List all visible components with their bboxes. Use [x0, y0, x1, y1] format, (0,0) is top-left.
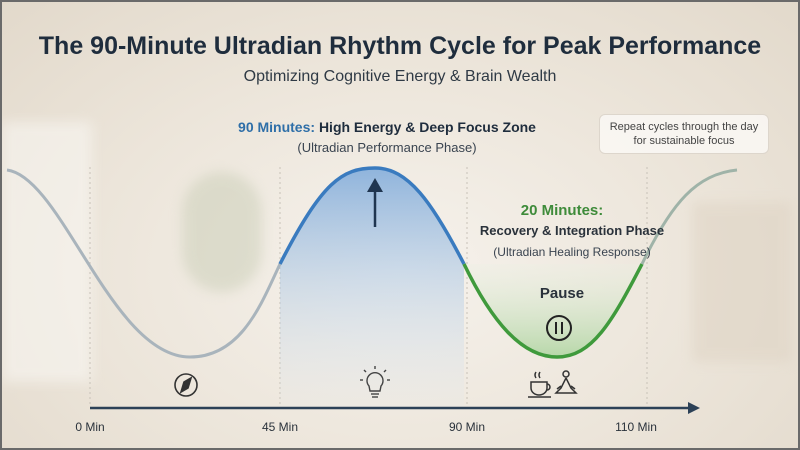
repeat-note: Repeat cycles through the day for sustai… — [599, 114, 769, 154]
recovery-curve — [462, 263, 644, 359]
recovery-label: Recovery & Integration Phase — [479, 223, 665, 238]
up-arrow-icon — [367, 178, 383, 227]
high-phase-sublabel: (Ultradian Performance Phase) — [297, 140, 477, 155]
axis-tick-110: 110 Min — [615, 420, 657, 434]
next-cycle-curve — [640, 168, 738, 265]
time-axis — [90, 402, 700, 414]
page-title: The 90-Minute Ultradian Rhythm Cycle for… — [38, 32, 762, 60]
axis-tick-90: 90 Min — [448, 420, 486, 434]
recovery-duration: 20 Minutes: — [520, 202, 604, 219]
meditation-icon — [554, 370, 578, 394]
compass-icon — [174, 373, 198, 397]
high-energy-curve — [278, 166, 466, 265]
axis-tick-0: 0 Min — [75, 420, 105, 434]
recovery-sublabel: (Ultradian Healing Response) — [493, 245, 651, 259]
high-phase-duration: 90 Minutes: — [238, 119, 316, 135]
page-subtitle: Optimizing Cognitive Energy & Brain Weal… — [243, 68, 557, 85]
green-fill — [464, 264, 642, 357]
background-shelf — [692, 202, 792, 362]
lightbulb-icon — [360, 366, 390, 398]
blue-fill — [280, 168, 464, 407]
pause-label: Pause — [539, 285, 585, 302]
coffee-cup-icon — [528, 371, 551, 398]
high-phase-label: High Energy & Deep Focus Zone — [318, 119, 536, 135]
background-plant — [182, 172, 262, 292]
axis-tick-45: 45 Min — [261, 420, 299, 434]
background-window — [2, 122, 92, 382]
pause-icon — [546, 315, 572, 341]
baseline-curve — [6, 168, 282, 359]
high-phase-heading: 90 Minutes: High Energy & Deep Focus Zon… — [192, 119, 582, 135]
